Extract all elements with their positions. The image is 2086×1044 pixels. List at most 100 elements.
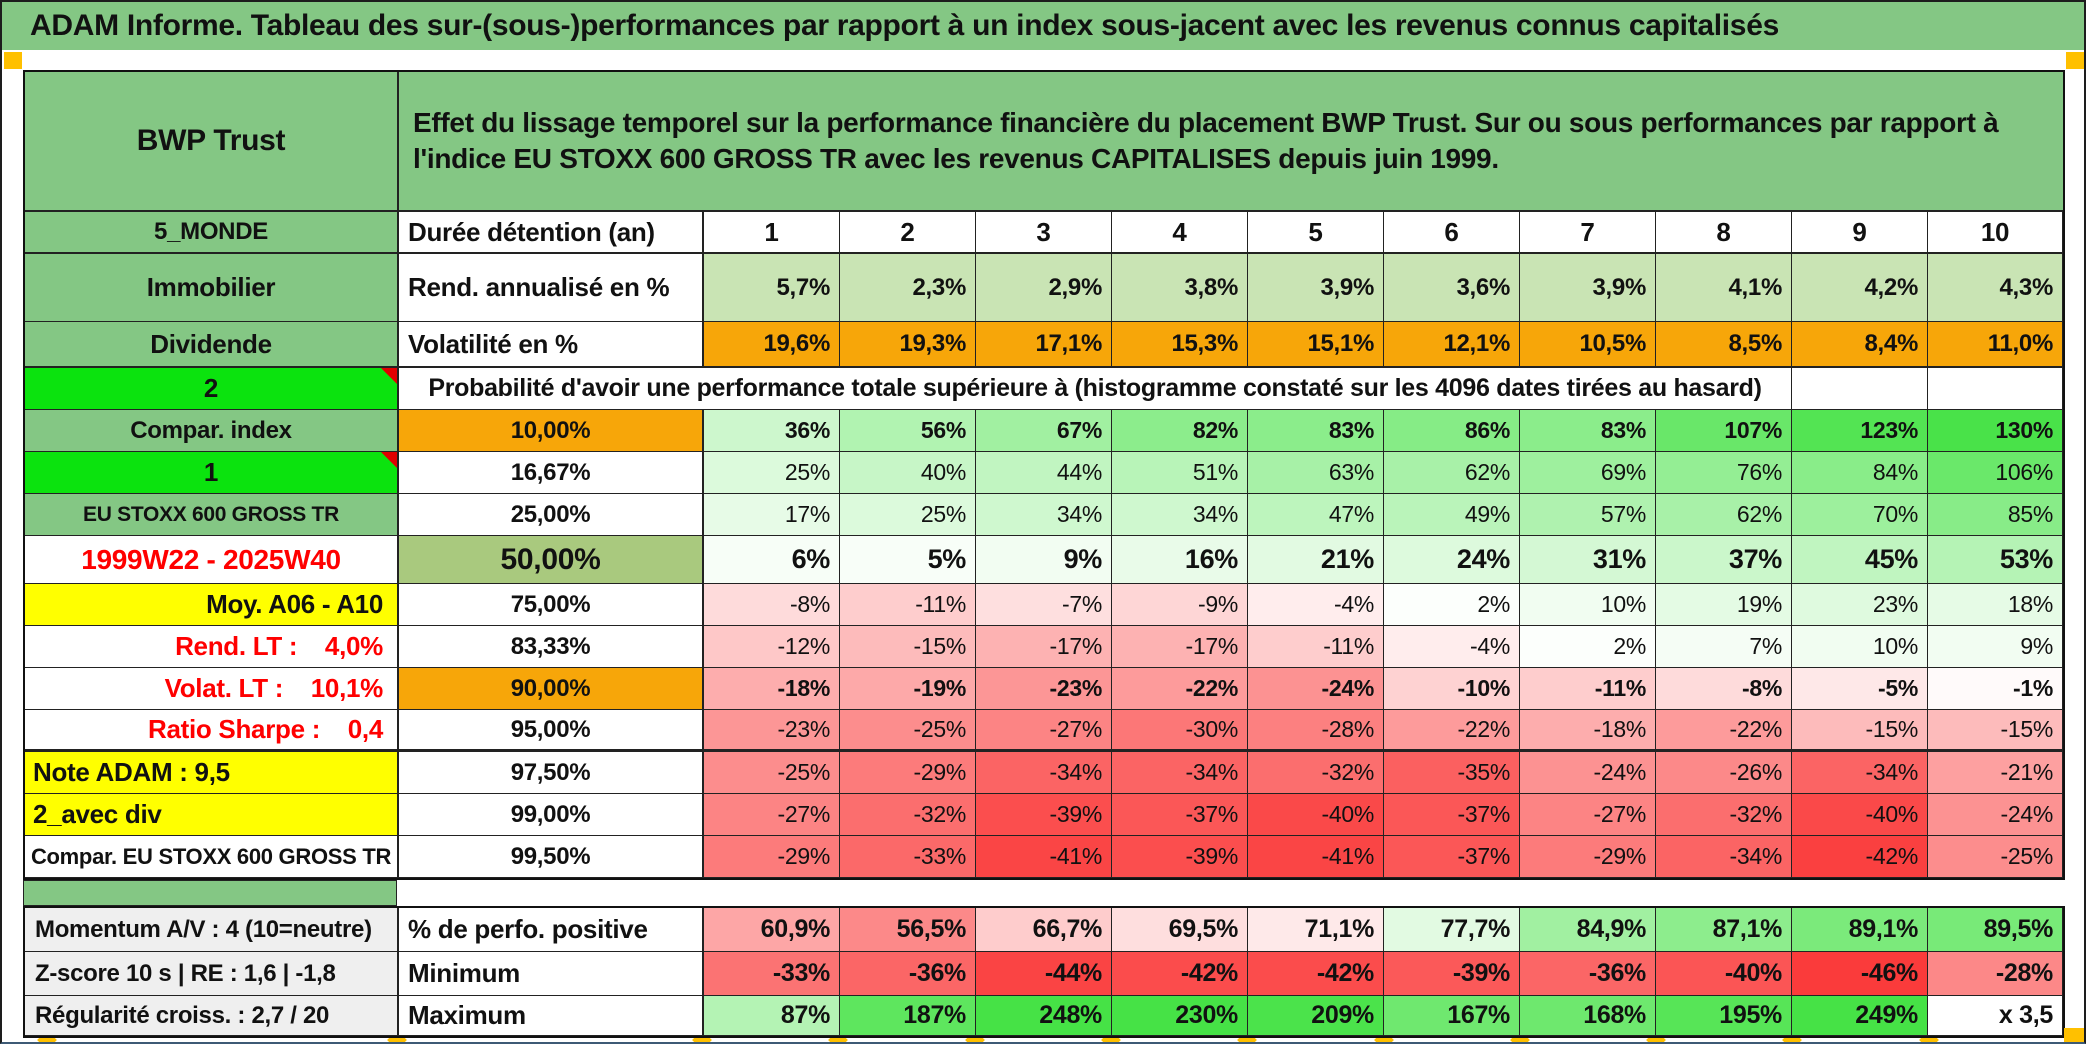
probability-cell[interactable]: -12% [704,626,840,668]
year-col-header[interactable]: 1 [704,212,840,254]
annualized-return-cell[interactable]: 3,6% [1384,254,1520,322]
probability-title-cell[interactable]: Probabilité d'avoir une performance tota… [399,368,1792,410]
probability-cell[interactable]: -27% [976,710,1112,752]
minimum-cell[interactable]: -36% [840,952,976,996]
maximum-cell[interactable]: 195% [1656,996,1792,1036]
probability-cell[interactable]: 2% [1520,626,1656,668]
probability-cell[interactable]: -4% [1384,626,1520,668]
probability-cell[interactable]: 19% [1656,584,1792,626]
probability-cell[interactable]: -27% [704,794,840,836]
metric-cell[interactable]: Maximum [399,996,704,1036]
probability-cell[interactable]: 5% [840,536,976,584]
positive-perf-cell[interactable]: 66,7% [976,908,1112,952]
probability-cell[interactable]: -9% [1112,584,1248,626]
metric-cell[interactable]: Minimum [399,952,704,996]
maximum-cell[interactable]: 248% [976,996,1112,1036]
probability-cell[interactable]: 34% [976,494,1112,536]
probability-cell[interactable]: -27% [1520,794,1656,836]
probability-cell[interactable]: -40% [1792,794,1928,836]
minimum-cell[interactable]: -39% [1384,952,1520,996]
row-label-cell[interactable]: 2_avec div [25,794,399,836]
probability-cell[interactable]: -42% [1792,836,1928,878]
probability-cell[interactable]: 84% [1792,452,1928,494]
probability-cell[interactable]: -24% [1248,668,1384,710]
probability-cell[interactable]: 69% [1520,452,1656,494]
row-label-cell[interactable]: 2 [25,368,399,410]
empty-cell[interactable] [1792,368,1928,410]
maximum-cell[interactable]: 167% [1384,996,1520,1036]
probability-cell[interactable]: -30% [1112,710,1248,752]
row-label-cell[interactable]: 1999W22 - 2025W40 [25,536,399,584]
probability-cell[interactable]: -22% [1384,710,1520,752]
probability-cell[interactable]: 9% [1928,626,2063,668]
minimum-cell[interactable]: -28% [1928,952,2063,996]
maximum-cell[interactable]: 87% [704,996,840,1036]
annualized-return-cell[interactable]: 3,8% [1112,254,1248,322]
metric-cell[interactable]: Durée détention (an) [399,212,704,254]
year-col-header[interactable]: 7 [1520,212,1656,254]
positive-perf-cell[interactable]: 89,1% [1792,908,1928,952]
quantile-cell[interactable]: 99,00% [399,794,704,836]
probability-cell[interactable]: -17% [1112,626,1248,668]
year-col-header[interactable]: 5 [1248,212,1384,254]
volatility-cell[interactable]: 8,4% [1792,322,1928,368]
minimum-cell[interactable]: -42% [1248,952,1384,996]
row-label-cell[interactable]: Moy. A06 - A10 [25,584,399,626]
title-cell[interactable]: ADAM Informe. Tableau des sur-(sous-)per… [2,2,2084,50]
probability-cell[interactable]: -25% [1928,836,2063,878]
probability-cell[interactable]: -29% [704,836,840,878]
probability-cell[interactable]: 83% [1248,410,1384,452]
row-label-cell[interactable]: Rend. LT : 4,0% [25,626,399,668]
probability-cell[interactable]: 63% [1248,452,1384,494]
maximum-cell[interactable]: 230% [1112,996,1248,1036]
probability-cell[interactable]: 2% [1384,584,1520,626]
probability-cell[interactable]: -15% [1792,710,1928,752]
probability-cell[interactable]: 53% [1928,536,2063,584]
probability-cell[interactable]: -37% [1384,794,1520,836]
probability-cell[interactable]: 62% [1656,494,1792,536]
probability-cell[interactable]: -18% [704,668,840,710]
volatility-cell[interactable]: 19,6% [704,322,840,368]
positive-perf-cell[interactable]: 71,1% [1248,908,1384,952]
maximum-cell[interactable]: x 3,5 [1928,996,2063,1036]
probability-cell[interactable]: 45% [1792,536,1928,584]
probability-cell[interactable]: 23% [1792,584,1928,626]
probability-cell[interactable]: 25% [840,494,976,536]
probability-cell[interactable]: -19% [840,668,976,710]
row-label-cell[interactable]: 1 [25,452,399,494]
row-label-cell[interactable]: Compar. index [25,410,399,452]
probability-cell[interactable]: 40% [840,452,976,494]
probability-cell[interactable]: -29% [840,752,976,794]
positive-perf-cell[interactable]: 77,7% [1384,908,1520,952]
maximum-cell[interactable]: 249% [1792,996,1928,1036]
annualized-return-cell[interactable]: 4,2% [1792,254,1928,322]
description-cell[interactable]: Effet du lissage temporel sur la perform… [399,72,2063,212]
quantile-cell[interactable]: 50,00% [399,536,704,584]
volatility-cell[interactable]: 11,0% [1928,322,2063,368]
annualized-return-cell[interactable]: 4,1% [1656,254,1792,322]
probability-cell[interactable]: -8% [1656,668,1792,710]
probability-cell[interactable]: 67% [976,410,1112,452]
volatility-cell[interactable]: 15,3% [1112,322,1248,368]
probability-cell[interactable]: 51% [1112,452,1248,494]
probability-cell[interactable]: 9% [976,536,1112,584]
annualized-return-cell[interactable]: 4,3% [1928,254,2063,322]
volatility-cell[interactable]: 19,3% [840,322,976,368]
probability-cell[interactable]: 62% [1384,452,1520,494]
probability-cell[interactable]: -32% [1656,794,1792,836]
year-col-header[interactable]: 10 [1928,212,2063,254]
probability-cell[interactable]: -5% [1792,668,1928,710]
positive-perf-cell[interactable]: 60,9% [704,908,840,952]
positive-perf-cell[interactable]: 84,9% [1520,908,1656,952]
metric-cell[interactable]: % de perfo. positive [399,908,704,952]
probability-cell[interactable]: -4% [1248,584,1384,626]
volatility-cell[interactable]: 17,1% [976,322,1112,368]
minimum-cell[interactable]: -44% [976,952,1112,996]
probability-cell[interactable]: 17% [704,494,840,536]
quantile-cell[interactable]: 83,33% [399,626,704,668]
probability-cell[interactable]: -39% [976,794,1112,836]
quantile-cell[interactable]: 90,00% [399,668,704,710]
probability-cell[interactable]: -18% [1520,710,1656,752]
row-label-cell[interactable]: Note ADAM : 9,5 [25,752,399,794]
row-label-cell[interactable]: Z-score 10 s | RE : 1,6 | -1,8 [25,952,399,996]
